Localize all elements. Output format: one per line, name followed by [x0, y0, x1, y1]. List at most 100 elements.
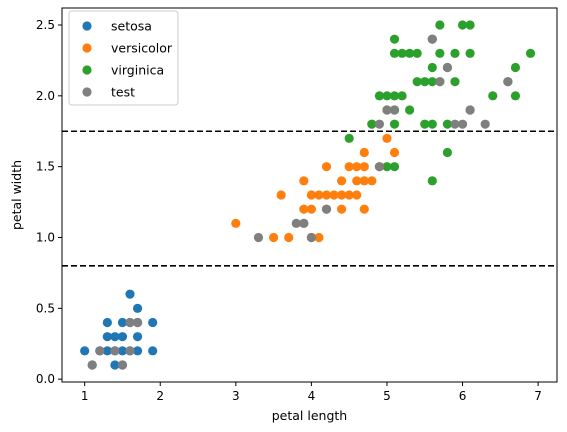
data-point-test [95, 346, 105, 356]
data-point-versicolor [344, 190, 354, 200]
y-tick-label: 1.5 [36, 160, 55, 174]
y-tick-label: 2.5 [36, 18, 55, 32]
data-point-virginica [435, 20, 445, 30]
data-point-virginica [420, 77, 430, 87]
data-point-virginica [442, 147, 453, 158]
x-tick-label: 6 [459, 389, 467, 403]
data-point-virginica [450, 77, 460, 87]
data-point-versicolor [231, 218, 241, 228]
data-point-setosa [110, 360, 120, 370]
data-point-virginica [488, 91, 498, 101]
data-point-versicolor [344, 162, 354, 172]
data-point-versicolor [321, 162, 332, 172]
data-point-test [125, 317, 135, 328]
data-point-setosa [117, 346, 128, 356]
data-point-versicolor [329, 190, 339, 200]
data-point-test [450, 119, 460, 129]
data-point-versicolor [306, 204, 316, 214]
data-point-test [87, 360, 97, 370]
data-point-setosa [80, 346, 90, 356]
legend-label-versicolor: versicolor [111, 41, 173, 56]
data-point-test [321, 204, 332, 214]
data-point-virginica [397, 91, 407, 101]
data-point-versicolor [367, 176, 377, 186]
data-point-setosa [148, 346, 158, 356]
data-point-test [427, 34, 437, 44]
x-tick-label: 4 [308, 389, 316, 403]
data-point-versicolor [382, 133, 392, 143]
data-point-test [382, 105, 392, 115]
data-point-virginica [405, 48, 415, 58]
data-point-versicolor [314, 232, 324, 243]
data-point-virginica [427, 176, 437, 186]
data-point-versicolor [352, 162, 362, 172]
data-point-virginica [382, 91, 392, 101]
data-point-virginica [420, 119, 430, 129]
legend-box [68, 10, 179, 106]
data-point-virginica [389, 91, 400, 101]
data-point-test [117, 360, 128, 370]
data-point-versicolor [314, 190, 324, 200]
y-axis-label: petal width [9, 160, 24, 230]
y-tick-label: 0.0 [36, 372, 55, 386]
data-point-versicolor [359, 176, 369, 186]
data-point-setosa [125, 289, 135, 299]
data-point-test [465, 105, 475, 115]
data-point-setosa [132, 332, 143, 342]
data-point-virginica [412, 48, 422, 58]
data-point-test [291, 218, 301, 228]
legend-marker-versicolor [82, 43, 92, 53]
x-tick-label: 2 [156, 389, 164, 403]
legend-label-virginica: virginica [111, 63, 164, 78]
axes-frame [61, 7, 558, 383]
data-point-versicolor [284, 232, 294, 243]
legend-marker-test [82, 87, 92, 97]
data-point-versicolor [306, 190, 316, 200]
data-point-test [389, 105, 400, 115]
data-point-versicolor [276, 190, 286, 200]
data-point-setosa [102, 332, 112, 342]
data-point-versicolor [269, 232, 279, 243]
data-point-virginica [405, 105, 415, 115]
x-tick-label: 5 [383, 389, 391, 403]
data-point-virginica [389, 48, 400, 58]
data-point-setosa [110, 332, 120, 342]
data-point-versicolor [352, 190, 362, 200]
data-point-virginica [374, 91, 385, 101]
data-point-setosa [117, 317, 128, 328]
x-tick-label: 3 [232, 389, 240, 403]
data-point-test [457, 119, 468, 129]
data-point-test [132, 317, 143, 328]
axes: 1 2 3 4 5 6 7 0.0 0.5 1.0 1.5 2.0 2.5 [36, 7, 558, 403]
data-point-test [306, 232, 316, 243]
data-point-test [503, 77, 513, 87]
y-tick-label: 2.0 [36, 89, 55, 103]
data-point-virginica [442, 119, 453, 129]
data-point-test [299, 218, 309, 228]
legend-label-setosa: setosa [111, 19, 152, 34]
data-point-setosa [102, 317, 112, 328]
data-point-virginica [427, 77, 437, 87]
data-point-virginica [344, 133, 354, 143]
data-point-versicolor [359, 147, 369, 158]
legend-marker-virginica [82, 65, 92, 75]
data-point-setosa [148, 317, 158, 328]
data-point-versicolor [299, 204, 309, 214]
data-point-virginica [412, 77, 422, 87]
y-tick-label: 0.5 [36, 301, 55, 315]
legend: setosa versicolor virginica test [68, 10, 179, 106]
data-point-versicolor [337, 190, 347, 200]
data-point-test [480, 119, 490, 129]
data-point-test [442, 62, 453, 73]
data-point-setosa [132, 346, 143, 356]
data-point-test [435, 77, 445, 87]
data-point-setosa [117, 332, 128, 342]
data-point-virginica [435, 48, 445, 58]
data-point-versicolor [299, 176, 309, 186]
x-axis-label: petal length [272, 408, 347, 423]
data-point-versicolor [321, 190, 332, 200]
data-point-virginica [367, 119, 377, 129]
data-point-versicolor [337, 204, 347, 214]
data-point-virginica [510, 91, 521, 101]
